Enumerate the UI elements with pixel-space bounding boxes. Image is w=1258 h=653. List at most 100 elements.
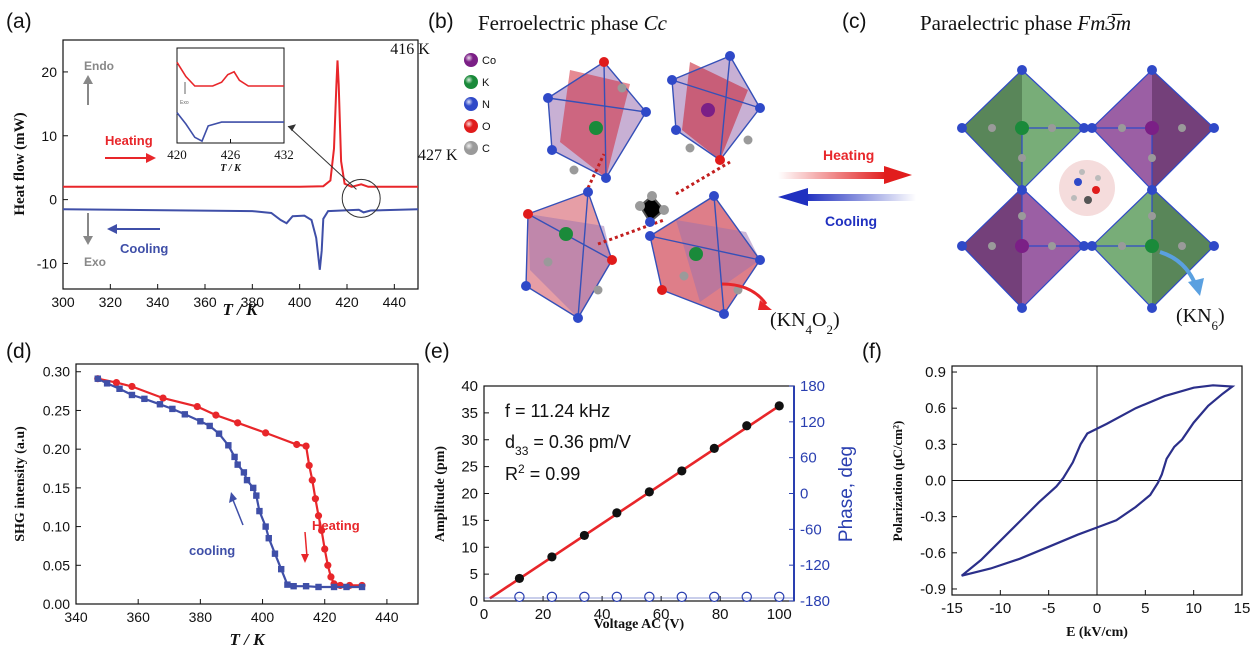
inset-x-axis-label: T / K <box>220 163 242 174</box>
cooling-point <box>250 484 257 492</box>
heating-arrow-label: Heating <box>823 147 874 163</box>
x-tick-label: 40 <box>594 606 611 623</box>
heating-point <box>327 573 335 581</box>
heating-point <box>159 394 167 402</box>
y2-axis-label: Phase, deg <box>836 446 857 542</box>
cooling-point <box>234 461 241 468</box>
x-axis-label: Voltage AC (V) <box>594 617 685 632</box>
heating-point <box>311 495 319 503</box>
x-tick-label: 360 <box>193 294 217 310</box>
cooling-point <box>128 391 136 399</box>
cooling-arrowhead <box>107 224 117 234</box>
y-tick-label: 10 <box>41 128 57 144</box>
x-tick-label: 380 <box>189 609 213 625</box>
x-tick-label: 20 <box>535 606 552 623</box>
amplitude-point <box>677 466 687 476</box>
heating-point <box>318 526 326 535</box>
x-tick-label: 5 <box>1141 600 1149 617</box>
phase-point <box>579 591 590 603</box>
cooling-point <box>215 430 223 437</box>
cooling-point <box>262 523 269 530</box>
heating-point <box>324 561 332 569</box>
x-tick-label: 420 <box>313 609 337 625</box>
cooling-point <box>156 401 164 408</box>
x-tick-label: 300 <box>51 294 75 310</box>
heating-point <box>293 440 301 449</box>
cooling-point <box>284 581 291 588</box>
annotation-r-squared-superscript: 2 <box>518 462 525 476</box>
cooling-point <box>302 582 310 590</box>
y-tick-label: 20 <box>41 64 57 80</box>
amplitude-point <box>774 401 784 411</box>
disordered-cation-cluster <box>1059 160 1115 216</box>
cooling-arrow-label: Cooling <box>825 213 877 229</box>
heating-label: Heating <box>105 133 153 148</box>
cooling-point <box>315 583 322 591</box>
x-tick-label: 420 <box>335 294 359 310</box>
x-tick-label: 400 <box>251 609 275 625</box>
phase-point <box>774 591 785 603</box>
annotation-d33: d33 = 0.36 pm/V <box>505 432 631 458</box>
legend-swatch-shine <box>464 141 478 155</box>
chart-d: 340 360 380 400 420 440 0.00 0.05 0.10 0.15 0.20 0.… <box>13 363 419 649</box>
panel-tag-c: (c) <box>842 10 867 33</box>
heating-arrowhead <box>146 153 156 163</box>
x-tick-label: 15 <box>1234 600 1251 617</box>
panel-c-title-text: Paraelectric phase <box>920 11 1077 35</box>
inset-pointer-line <box>287 125 357 190</box>
kn4o2-label: (KN4O2) <box>770 309 840 337</box>
phase-point <box>546 591 558 603</box>
x-tick-label: -5 <box>1042 600 1055 617</box>
panel-b-title-italic: Cc <box>644 11 668 35</box>
panel-tag-d: (d) <box>6 340 32 363</box>
y-tick-label: 0.6 <box>925 400 946 417</box>
inset-pointer-head <box>288 124 296 132</box>
cation-atoms <box>1071 169 1101 204</box>
y-tick-label: 0.05 <box>43 557 70 573</box>
x-tick-label: 400 <box>288 294 312 310</box>
y2-tick-label: -120 <box>800 557 830 574</box>
cooling-point <box>278 565 285 573</box>
heating-point <box>308 476 316 484</box>
cooling-point <box>181 411 189 418</box>
y-tick-label: -0.9 <box>920 581 946 598</box>
cooling-point <box>240 469 248 476</box>
y-tick-label: 15 <box>461 512 478 529</box>
y-axis-label: Heat flow (mW) <box>12 112 28 215</box>
x-tick-label: 360 <box>127 609 151 625</box>
cooling-point <box>290 582 297 590</box>
heating-point <box>193 402 201 411</box>
y2-tick-label: 180 <box>800 378 825 395</box>
cooling-label: cooling <box>189 543 235 558</box>
heating-arrow-shaft <box>778 172 886 179</box>
octahedron-bottom-left <box>526 192 612 318</box>
heating-point <box>314 512 323 520</box>
x-tick-label: 320 <box>99 294 123 310</box>
hydrogen-bonds <box>586 153 731 246</box>
phase-point <box>644 591 655 603</box>
amplitude-point <box>644 487 654 497</box>
y-tick-label: 5 <box>470 566 478 583</box>
x-axis-label: E (kV/cm) <box>1066 625 1128 640</box>
panel-tag-f: (f) <box>862 340 882 363</box>
cooling-direction-arrow <box>232 499 244 526</box>
x-tick-label: 0 <box>1093 600 1101 617</box>
fit-line <box>489 404 780 600</box>
legend-label-n: N <box>482 99 490 111</box>
x-tick-label: 100 <box>767 606 792 623</box>
y-tick-label: 0.10 <box>43 519 70 535</box>
amplitude-point <box>514 573 525 584</box>
y-tick-label: 0.9 <box>925 364 946 381</box>
y-tick-label: 0.30 <box>43 364 70 380</box>
inset-x-tick-label: 432 <box>274 147 294 162</box>
inset-x-tick-label: 426 <box>221 147 241 162</box>
heating-point <box>212 411 220 419</box>
amplitude-point <box>612 508 622 518</box>
y-tick-label: 10 <box>461 539 478 556</box>
annotation-416k: 416 K <box>390 41 430 58</box>
cooling-arrow-head <box>778 188 808 206</box>
annotation-r-squared: R2 = 0.99 <box>505 462 580 484</box>
plot-frame <box>62 39 419 290</box>
legend-label-o: O <box>482 121 491 133</box>
